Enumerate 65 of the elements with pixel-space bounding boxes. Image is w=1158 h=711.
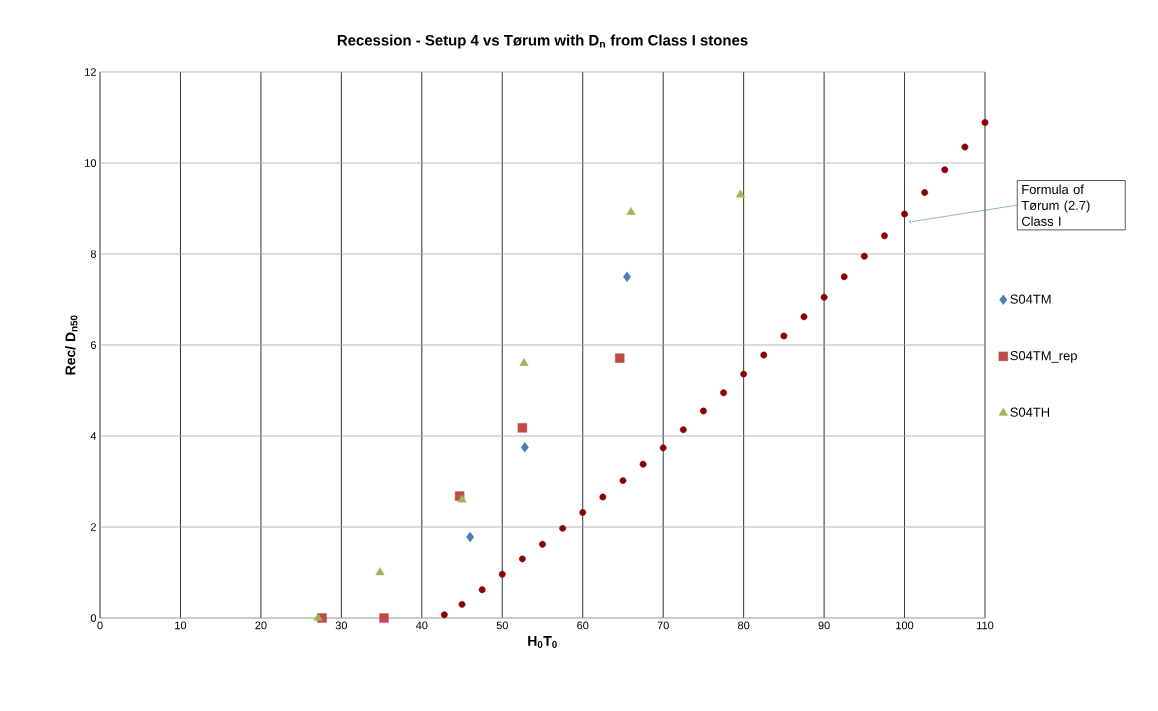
point [519, 358, 529, 366]
point [961, 143, 969, 151]
point [379, 613, 389, 623]
x-tick-label: 80 [738, 621, 750, 630]
point [375, 567, 385, 576]
point [579, 509, 587, 516]
point [626, 206, 636, 215]
point [700, 407, 707, 415]
x-tick-label: 90 [818, 621, 830, 630]
point [860, 252, 868, 260]
point [679, 426, 687, 434]
point [639, 460, 647, 468]
point [599, 493, 607, 501]
y-tick-label: 2 [90, 523, 96, 531]
point [800, 313, 808, 321]
x-tick-label: 10 [175, 621, 187, 630]
point [735, 189, 745, 198]
x-tick-label: 100 [896, 621, 914, 630]
point [981, 119, 989, 126]
point [466, 531, 475, 543]
y-tick-label: 10 [85, 159, 97, 167]
point [659, 444, 667, 452]
point [440, 611, 448, 619]
x-axis-title: H$_{0}$T$_{0}$ [528, 636, 557, 648]
point [619, 477, 627, 484]
x-tick-label: 50 [496, 621, 508, 630]
x-tick-label: 110 [977, 621, 994, 630]
y-tick-label: 0 [90, 614, 97, 622]
legend-label: S04TH [1010, 407, 1050, 417]
point [760, 351, 768, 359]
y-tick-label: 12 [85, 68, 96, 76]
point [780, 332, 788, 340]
point [820, 293, 828, 301]
point [517, 423, 528, 433]
y-tick-label: 8 [90, 250, 96, 258]
point [881, 232, 888, 240]
point [615, 353, 625, 363]
x-tick-label: 30 [335, 621, 348, 630]
chart-title: Recession - Setup 4 vs Tørum with D$_{n}$ from Class I stones [337, 34, 748, 49]
point [518, 555, 526, 563]
y-tick-label: 4 [90, 432, 97, 440]
point [720, 389, 727, 397]
point [520, 442, 529, 453]
x-tick-label: 0 [97, 621, 103, 630]
point [623, 271, 631, 282]
legend-label: S04TM_rep [1010, 351, 1077, 363]
y-tick-label: 6 [90, 341, 96, 349]
point [498, 570, 506, 578]
legend-label: S04TM [1010, 294, 1051, 304]
x-tick-label: 20 [255, 621, 267, 630]
point [941, 166, 949, 174]
point [901, 210, 908, 218]
point [539, 540, 546, 548]
x-tick-label: 40 [415, 621, 428, 630]
point [313, 612, 323, 621]
point [478, 586, 486, 594]
point [921, 189, 929, 196]
y-axis-title: Rec/ D$_{n50}$ [65, 315, 78, 375]
point [740, 370, 748, 378]
point [840, 273, 848, 281]
annotation: Formula of Tørum (2.7) Class I [1021, 184, 1090, 226]
point [559, 524, 567, 532]
x-tick-label: 60 [577, 621, 589, 630]
x-tick-label: 70 [657, 621, 669, 630]
point [458, 600, 466, 608]
